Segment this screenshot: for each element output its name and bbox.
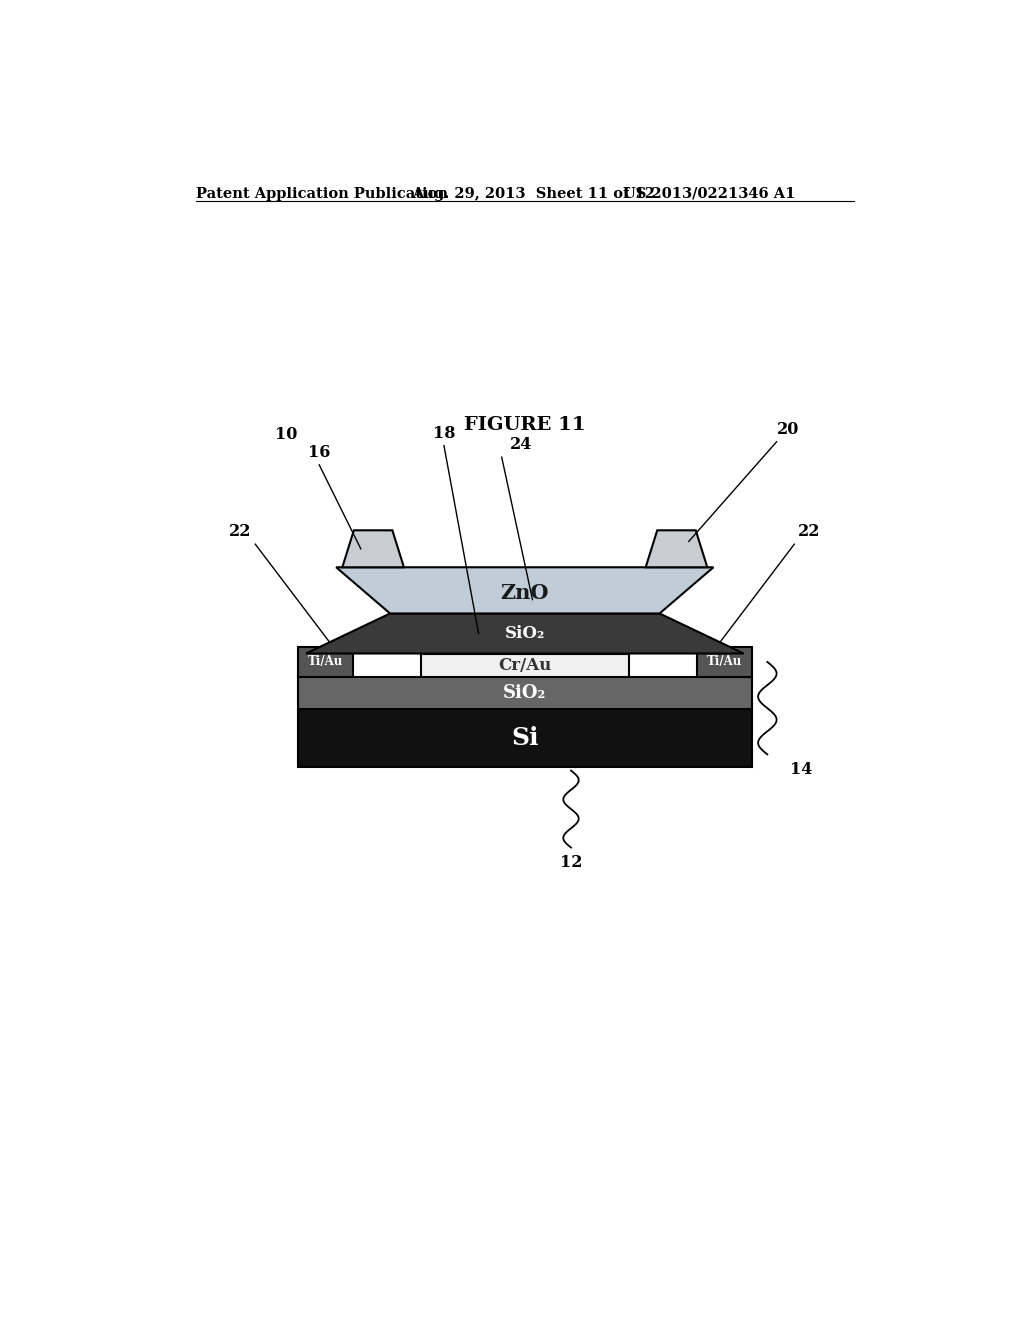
Bar <box>421 653 629 677</box>
Text: 16: 16 <box>308 444 331 461</box>
Text: Ti/Au: Ti/Au <box>308 656 343 668</box>
Text: 14: 14 <box>791 760 813 777</box>
Polygon shape <box>306 614 743 653</box>
Bar <box>696 647 752 677</box>
Polygon shape <box>336 568 714 614</box>
Text: Aug. 29, 2013  Sheet 11 of 12: Aug. 29, 2013 Sheet 11 of 12 <box>412 187 654 201</box>
Text: 10: 10 <box>274 426 297 444</box>
Text: 22: 22 <box>798 523 820 540</box>
Polygon shape <box>342 531 403 568</box>
Text: Cr/Au: Cr/Au <box>498 656 552 673</box>
Text: SiO₂: SiO₂ <box>503 684 547 702</box>
Polygon shape <box>646 531 708 568</box>
Text: Si: Si <box>511 726 539 750</box>
Text: 24: 24 <box>509 437 531 453</box>
Text: 12: 12 <box>560 854 583 871</box>
Text: 20: 20 <box>776 421 799 438</box>
Text: 22: 22 <box>229 523 252 540</box>
Text: 18: 18 <box>433 425 456 442</box>
Text: ZnO: ZnO <box>501 582 549 603</box>
Text: Patent Application Publication: Patent Application Publication <box>196 187 449 201</box>
Bar <box>298 677 752 709</box>
Bar <box>298 709 752 767</box>
Text: Ti/Au: Ti/Au <box>707 656 741 668</box>
Text: US 2013/0221346 A1: US 2013/0221346 A1 <box>624 187 796 201</box>
Text: FIGURE 11: FIGURE 11 <box>464 416 586 434</box>
Bar <box>298 647 353 677</box>
Text: SiO₂: SiO₂ <box>505 624 545 642</box>
